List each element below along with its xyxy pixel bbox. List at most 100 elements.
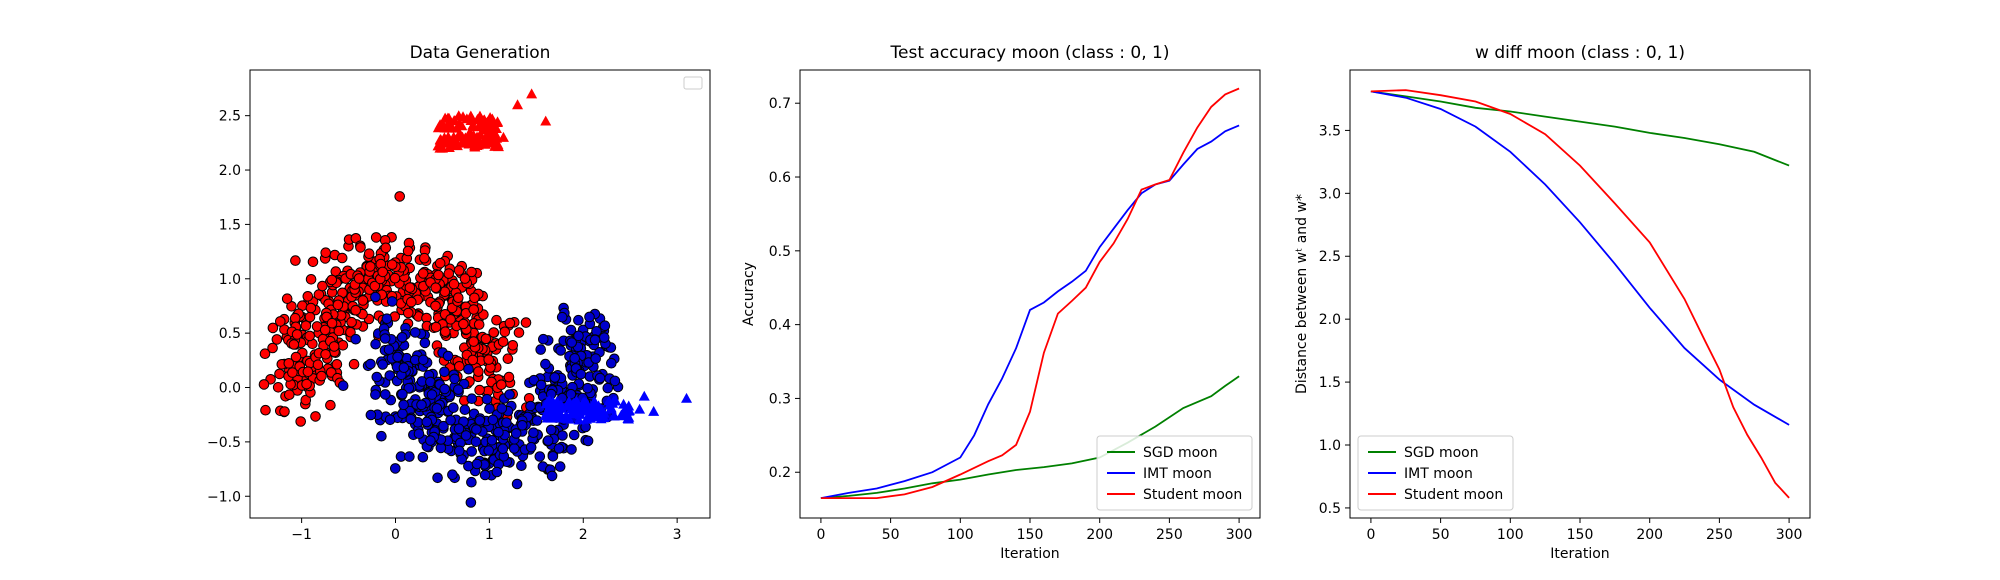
triangle-point xyxy=(454,129,466,140)
scatter-point xyxy=(545,424,557,436)
scatter-point xyxy=(538,333,549,345)
scatter-point xyxy=(440,326,451,338)
scatter-point xyxy=(328,341,340,352)
scatter-point xyxy=(317,280,328,292)
scatter-point xyxy=(370,338,381,350)
scatter-point xyxy=(363,248,375,259)
scatter-series-3 xyxy=(540,390,693,425)
scatter-point xyxy=(267,322,279,334)
scatter-point xyxy=(493,426,504,438)
series-line-student-moon xyxy=(820,87,1240,499)
scatter-point xyxy=(365,358,376,370)
scatter-point xyxy=(454,445,465,457)
plot-area xyxy=(1370,89,1790,499)
scatter-point xyxy=(465,497,477,508)
scatter-point xyxy=(259,348,271,360)
scatter-point xyxy=(370,291,381,303)
triangle-point xyxy=(566,403,578,414)
scatter-point xyxy=(326,317,338,329)
series-line-sgd-moon xyxy=(820,375,1240,499)
scatter-point xyxy=(418,354,429,366)
triangle-point xyxy=(472,139,484,150)
scatter-point xyxy=(496,403,508,414)
scatter-point xyxy=(384,370,396,381)
triangle-point xyxy=(638,390,650,401)
legend-label: Student moon xyxy=(1404,487,1503,503)
scatter-point xyxy=(554,461,566,472)
scatter-point xyxy=(305,302,317,314)
scatter-point xyxy=(546,470,558,482)
scatter-point xyxy=(468,304,480,315)
scatter-point xyxy=(534,451,546,462)
scatter-point xyxy=(402,245,414,257)
scatter-point xyxy=(398,399,409,411)
scatter-point xyxy=(380,242,392,254)
scatter-point xyxy=(509,443,520,454)
scatter-point xyxy=(392,351,403,363)
triangle-point xyxy=(512,99,524,110)
scatter-point xyxy=(370,232,382,243)
scatter-point xyxy=(403,382,415,394)
scatter-point xyxy=(333,325,345,337)
scatter-point xyxy=(501,417,512,428)
scatter-point xyxy=(557,430,568,441)
x-tick-label: 300 xyxy=(1776,527,1803,543)
scatter-point xyxy=(599,320,611,332)
y-tick-label: 2.0 xyxy=(219,163,241,179)
x-tick-label: 150 xyxy=(1567,527,1594,543)
triangle-point xyxy=(436,142,448,153)
scatter-point xyxy=(386,259,398,270)
scatter-point xyxy=(386,296,398,307)
scatter-point xyxy=(396,332,408,343)
scatter-point xyxy=(353,273,365,284)
scatter-point xyxy=(379,333,391,344)
y-tick-label: 2.5 xyxy=(219,109,241,125)
scatter-point xyxy=(589,334,601,346)
scatter-point xyxy=(325,399,336,411)
scatter-point xyxy=(540,358,551,370)
scatter-point xyxy=(549,372,561,383)
scatter-point xyxy=(460,430,472,441)
x-tick-label: 200 xyxy=(1636,527,1663,543)
scatter-point xyxy=(466,393,478,405)
scatter-point xyxy=(497,443,509,455)
triangle-point xyxy=(540,409,552,420)
axes-frame xyxy=(249,69,711,519)
legend-label: SGD moon xyxy=(1143,445,1218,461)
scatter-point xyxy=(480,333,492,345)
scatter-point xyxy=(573,330,584,342)
scatter-point xyxy=(319,324,331,336)
scatter-point xyxy=(426,389,438,400)
scatter-point xyxy=(473,319,485,330)
triangle-point xyxy=(453,118,465,129)
scatter-point xyxy=(503,371,515,383)
legend: SGD moon IMT moon Student moon xyxy=(1096,435,1253,511)
scatter-point xyxy=(499,326,511,338)
x-axis-label: Iteration xyxy=(1550,546,1609,562)
y-tick-label: 3.0 xyxy=(1319,186,1341,202)
scatter-point xyxy=(553,443,565,454)
triangle-point xyxy=(556,412,568,423)
x-tick-label: 100 xyxy=(947,527,974,543)
y-tick-label: −1.0 xyxy=(207,489,241,505)
triangle-point xyxy=(580,405,592,416)
scatter-point xyxy=(466,446,478,457)
scatter-point xyxy=(443,268,455,279)
triangle-point xyxy=(473,121,485,131)
scatter-point xyxy=(346,316,357,328)
scatter-point xyxy=(290,255,301,266)
scatter-point xyxy=(488,327,500,338)
scatter-point xyxy=(528,374,540,386)
scatter-point xyxy=(305,274,317,285)
scatter-point xyxy=(513,327,525,338)
scatter-point xyxy=(487,414,499,426)
scatter-point xyxy=(404,282,416,293)
scatter-point xyxy=(302,366,314,378)
data-generation-panel: Data Generation −1 0 1 2 3 −1.0 −0.5 0.0 0.5 1.0 1.… xyxy=(207,43,711,543)
scatter-point xyxy=(445,415,456,426)
scatter-point xyxy=(531,415,543,426)
scatter-point xyxy=(316,370,327,382)
series-line-sgd-moon xyxy=(1370,90,1790,167)
scatter-point xyxy=(511,478,523,490)
scatter-point xyxy=(290,351,302,363)
